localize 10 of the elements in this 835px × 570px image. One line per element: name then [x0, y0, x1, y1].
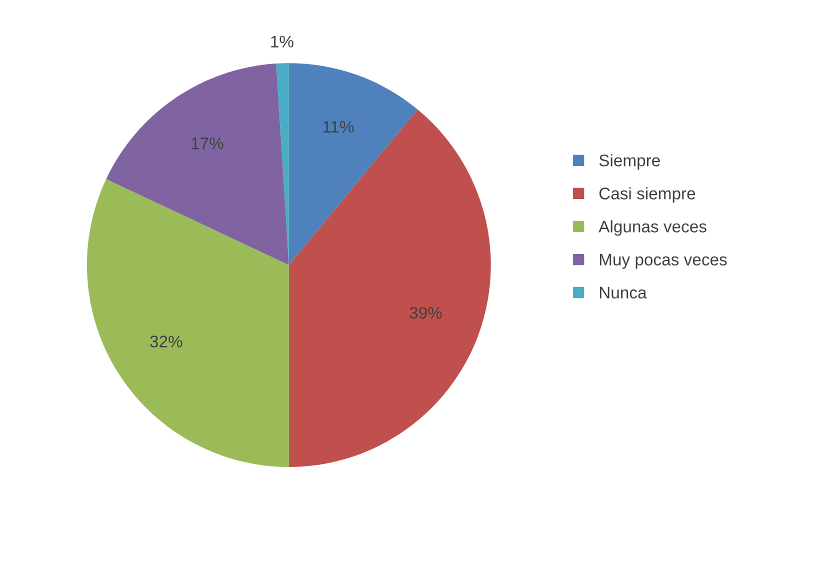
legend-label: Nunca [600, 286, 647, 299]
legend-label: Siempre [599, 154, 660, 170]
data-label: 11% [323, 120, 354, 133]
legend-label: Casi siempre [599, 187, 696, 203]
legend-label: Algunas veces [598, 220, 706, 236]
data-label: 32% [150, 336, 182, 348]
data-label: 1% [271, 36, 294, 48]
data-label: 39% [410, 306, 442, 319]
legend-label: Muy pocas veces [600, 254, 727, 269]
data-label: 17% [192, 138, 224, 150]
